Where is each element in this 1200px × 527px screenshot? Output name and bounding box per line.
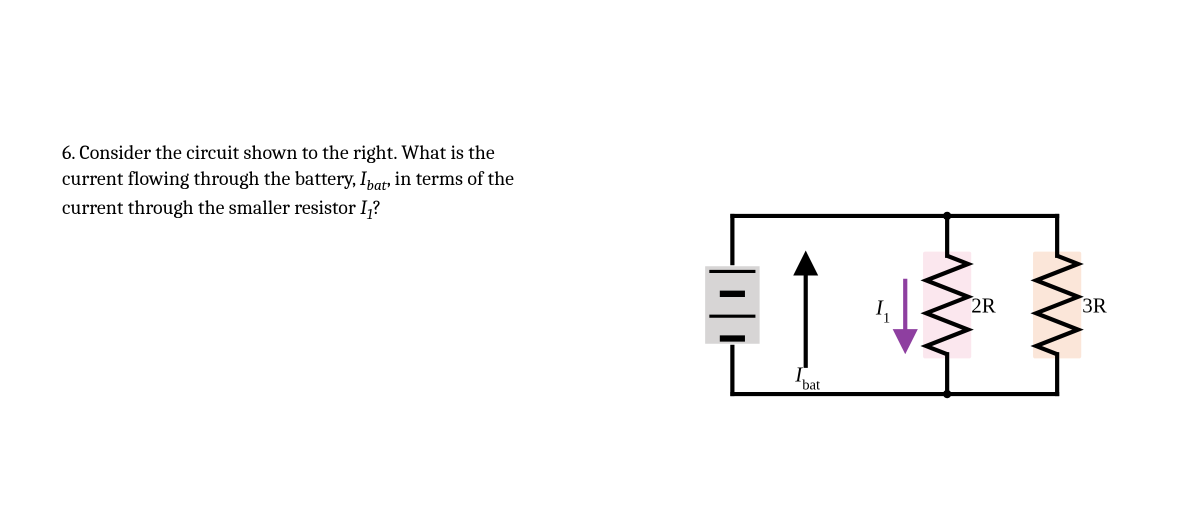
circuit-diagram: IbatI12R3R	[680, 180, 1120, 430]
symbol-i1: I1	[360, 196, 373, 219]
battery-body	[705, 266, 759, 344]
question-line3-prefix: current through the smaller resistor	[62, 196, 360, 219]
circuit-svg: IbatI12R3R	[680, 180, 1120, 430]
symbol-ibat: Ibat	[360, 167, 387, 190]
question-line2-prefix: current flowing through the battery,	[62, 167, 360, 190]
question-text: 6. Consider the circuit shown to the rig…	[62, 140, 602, 224]
label-3r: 3R	[1082, 293, 1106, 317]
question-line3-suffix: ?	[373, 196, 381, 219]
label-i1: I1	[875, 295, 890, 326]
label-2r: 2R	[971, 293, 995, 317]
question-line1: Consider the circuit shown to the right.…	[79, 141, 494, 164]
page-root: 6. Consider the circuit shown to the rig…	[0, 0, 1200, 527]
question-number: 6.	[62, 141, 75, 164]
question-line2-suffix: , in terms of the	[387, 167, 514, 190]
